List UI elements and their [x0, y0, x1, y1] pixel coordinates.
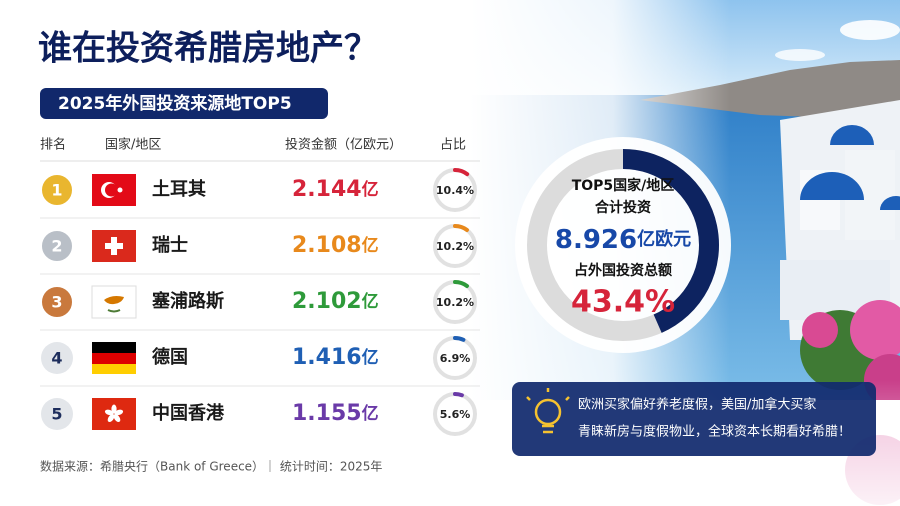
share-label: 5.6% — [440, 408, 471, 421]
amount-cell: 1.416亿 — [292, 345, 379, 370]
country: 土耳其 — [152, 179, 206, 200]
amount-cell: 2.144亿 — [292, 177, 379, 202]
amount: 2.108 — [292, 233, 362, 258]
flag-bg — [92, 398, 136, 430]
amount-unit: 亿 — [362, 291, 379, 312]
country: 瑞士 — [152, 235, 188, 256]
summary-total-unit: 亿欧元 — [637, 228, 691, 250]
table-row: 3 塞浦路斯 2.102亿 10.2% — [40, 280, 480, 331]
summary-line: 占外国投资总额 — [574, 262, 672, 279]
share-ring-arc — [453, 336, 466, 342]
flag — [91, 285, 137, 319]
subtitle-pill — [40, 88, 328, 119]
footer-source: 数据来源：希腊央行（Bank of Greece）｜ 统计时间：2025年 — [40, 459, 382, 474]
amount-cell: 2.108亿 — [292, 233, 379, 258]
flag-bg — [92, 342, 136, 353]
table: 排名 国家/地区 投资金额（亿欧元） 占比1 土耳其 2.144亿 10.4%2 瑞士 2.10… — [40, 137, 480, 436]
amount-unit: 亿 — [362, 179, 379, 200]
summary-line: TOP5国家/地区 — [572, 177, 675, 194]
rank: 3 — [51, 293, 62, 312]
flag — [92, 398, 136, 430]
flag-bg — [92, 364, 136, 374]
rank-badge — [41, 342, 73, 374]
share-label: 10.2% — [436, 240, 474, 253]
amount: 2.144 — [292, 177, 362, 202]
amount: 1.416 — [292, 345, 362, 370]
flag-shape — [113, 414, 121, 422]
rank-badge — [40, 173, 74, 207]
summary-ring-arc — [622, 149, 719, 333]
rank: 1 — [51, 181, 62, 200]
flag-shape — [111, 404, 117, 414]
table-row: 4 德国 1.416亿 6.9% — [40, 336, 480, 387]
tip-line: 青睐新房与度假物业，全球资本长期看好希腊！ — [578, 424, 851, 440]
summary-line: 合计投资 — [595, 199, 651, 216]
tip-line: 欧洲买家偏好养老度假，美国/加拿大买家 — [578, 397, 816, 413]
flag-shape — [107, 309, 121, 313]
amount-unit: 亿 — [362, 403, 379, 424]
table-row: 1 土耳其 2.144亿 10.4% — [40, 168, 480, 219]
bulb-icon — [526, 388, 570, 434]
flag-shape — [104, 409, 114, 416]
share-label: 10.2% — [436, 296, 474, 309]
summary-total: 8.926 — [555, 225, 637, 255]
amount-unit: 亿 — [362, 347, 379, 368]
flag — [92, 342, 136, 374]
flag-shape — [105, 183, 118, 197]
flag-shape — [114, 409, 124, 416]
share-ring-arc — [453, 168, 470, 177]
amount-unit: 亿 — [362, 235, 379, 256]
share-ring-arc — [453, 392, 464, 398]
flag-shape — [104, 296, 124, 305]
tip-box — [512, 382, 876, 456]
flag-shape — [107, 414, 115, 422]
amount-cell: 2.102亿 — [292, 289, 379, 314]
share-label: 6.9% — [440, 352, 471, 365]
table-row: 5 中国香港 1.155亿 5.6% — [41, 392, 477, 436]
summary-share: 43.4% — [571, 285, 675, 320]
flag-shape — [105, 243, 123, 249]
rank: 5 — [51, 405, 62, 424]
flag — [92, 174, 136, 206]
country: 德国 — [152, 346, 188, 368]
share-ring-arc — [453, 280, 469, 288]
title: 谁在投资希腊房地产？ — [38, 29, 378, 69]
flag-bg — [92, 353, 136, 364]
rank: 4 — [51, 349, 62, 368]
share-ring-arc — [453, 224, 469, 232]
flag — [92, 230, 136, 262]
rank-badge — [40, 285, 74, 319]
table-row: 2 瑞士 2.108亿 10.2% — [40, 224, 480, 275]
column-header: 投资金额（亿欧元） — [285, 137, 402, 153]
country: 塞浦路斯 — [152, 290, 224, 312]
country: 中国香港 — [152, 402, 225, 424]
summary-total-cell: 8.926亿欧元 — [555, 225, 691, 255]
rank-badge — [40, 229, 74, 263]
share-label: 10.4% — [436, 184, 474, 197]
rank-badge — [41, 398, 73, 430]
column-header: 排名 — [40, 137, 66, 153]
column-header: 占比 — [440, 138, 466, 153]
flag-shape — [117, 187, 123, 193]
amount: 1.155 — [292, 401, 362, 426]
subtitle: 2025年外国投资来源地TOP5 — [58, 93, 292, 114]
column-header: 国家/地区 — [105, 137, 161, 153]
amount: 2.102 — [292, 289, 362, 314]
rank: 2 — [51, 237, 62, 256]
amount-cell: 1.155亿 — [292, 401, 379, 426]
